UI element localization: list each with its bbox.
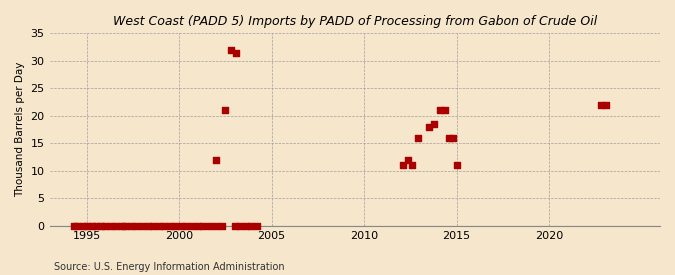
- Point: [131, 224, 142, 228]
- Point: [111, 224, 122, 228]
- Point: [225, 48, 236, 52]
- Point: [246, 224, 256, 228]
- Point: [403, 158, 414, 162]
- Point: [198, 224, 209, 228]
- Point: [165, 224, 176, 228]
- Point: [116, 224, 127, 228]
- Point: [407, 163, 418, 167]
- Point: [186, 224, 197, 228]
- Point: [220, 108, 231, 112]
- Point: [68, 224, 79, 228]
- Title: West Coast (PADD 5) Imports by PADD of Processing from Gabon of Crude Oil: West Coast (PADD 5) Imports by PADD of P…: [113, 15, 597, 28]
- Point: [148, 224, 159, 228]
- Point: [229, 224, 240, 228]
- Point: [216, 224, 227, 228]
- Point: [192, 224, 203, 228]
- Point: [211, 158, 221, 162]
- Point: [142, 224, 153, 228]
- Point: [231, 50, 242, 55]
- Point: [240, 224, 251, 228]
- Point: [181, 224, 192, 228]
- Point: [81, 224, 92, 228]
- Point: [120, 224, 131, 228]
- Point: [448, 136, 458, 140]
- Point: [159, 224, 169, 228]
- Text: Source: U.S. Energy Information Administration: Source: U.S. Energy Information Administ…: [54, 262, 285, 272]
- Point: [105, 224, 116, 228]
- Point: [90, 224, 101, 228]
- Point: [96, 224, 107, 228]
- Point: [78, 224, 88, 228]
- Point: [126, 224, 136, 228]
- Point: [153, 224, 164, 228]
- Point: [440, 108, 451, 112]
- Y-axis label: Thousand Barrels per Day: Thousand Barrels per Day: [15, 62, 25, 197]
- Point: [136, 224, 147, 228]
- Point: [595, 103, 606, 107]
- Point: [435, 108, 446, 112]
- Point: [451, 163, 462, 167]
- Point: [429, 122, 439, 126]
- Point: [251, 224, 262, 228]
- Point: [398, 163, 408, 167]
- Point: [211, 224, 221, 228]
- Point: [601, 103, 612, 107]
- Point: [412, 136, 423, 140]
- Point: [170, 224, 181, 228]
- Point: [423, 125, 434, 129]
- Point: [72, 224, 83, 228]
- Point: [86, 224, 97, 228]
- Point: [205, 224, 216, 228]
- Point: [235, 224, 246, 228]
- Point: [176, 224, 186, 228]
- Point: [443, 136, 454, 140]
- Point: [100, 224, 111, 228]
